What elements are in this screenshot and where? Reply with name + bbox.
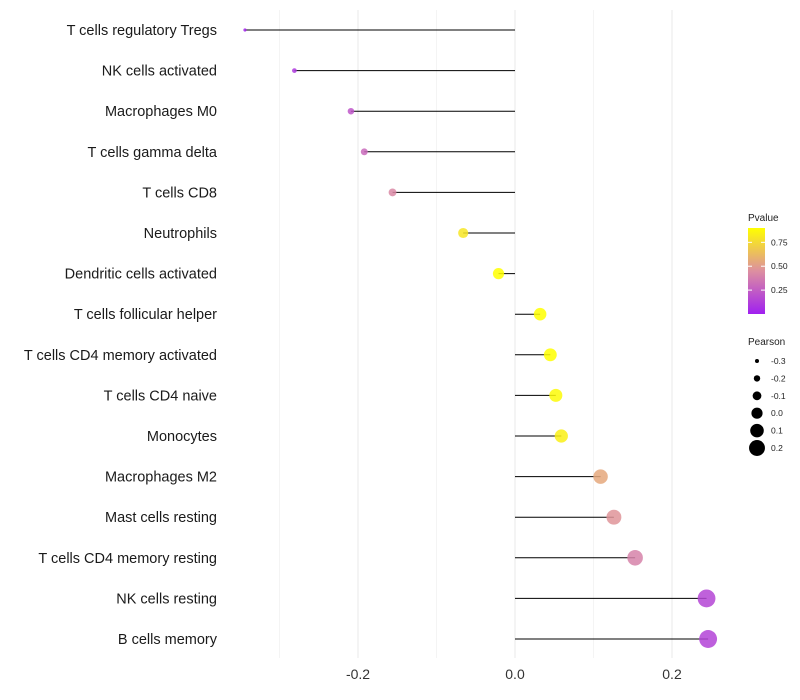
category-label: T cells regulatory Tregs xyxy=(67,23,217,39)
lollipop-point xyxy=(533,307,547,321)
lollipop-point xyxy=(347,107,355,115)
size-legend-key xyxy=(752,391,762,401)
lollipop-point xyxy=(492,267,505,280)
colorbar-tick-label: 0.50 xyxy=(771,261,788,271)
size-legend-label: -0.2 xyxy=(771,373,786,383)
category-label: T cells CD4 memory activated xyxy=(24,348,217,364)
lollipop-point xyxy=(549,388,563,402)
category-label: B cells memory xyxy=(118,632,218,648)
lollipop-point xyxy=(360,148,368,156)
lollipop-point xyxy=(243,28,247,32)
category-label: Mast cells resting xyxy=(105,510,217,526)
category-label: T cells follicular helper xyxy=(74,307,217,323)
category-labels: T cells regulatory Tregs NK cells activat… xyxy=(24,23,218,648)
pvalue-legend-title: Pvalue xyxy=(748,213,779,224)
x-axis-ticks: -0.2 0.0 0.2 xyxy=(346,666,682,682)
category-label: Macrophages M2 xyxy=(105,470,217,486)
lollipop-point xyxy=(554,429,568,443)
lollipop-point xyxy=(699,630,718,648)
lollipop-point xyxy=(292,68,297,73)
size-legend-label: 0.2 xyxy=(771,443,783,453)
category-label: NK cells activated xyxy=(102,64,217,80)
lollipop-points xyxy=(243,28,718,648)
category-label: Neutrophils xyxy=(144,226,217,242)
x-tick-label: -0.2 xyxy=(346,666,370,682)
size-legend-label: 0.1 xyxy=(771,426,783,436)
size-legend-key xyxy=(754,358,760,364)
category-label: T cells CD4 naive xyxy=(104,388,217,404)
category-label: Dendritic cells activated xyxy=(65,267,217,283)
size-legend-key xyxy=(751,407,763,419)
size-legend-key xyxy=(750,423,764,438)
lollipop-segments xyxy=(244,29,709,640)
lollipop-point xyxy=(388,188,397,197)
x-tick-label: 0.0 xyxy=(505,666,525,682)
colorbar-tick-label: 0.75 xyxy=(771,237,788,247)
pvalue-legend: Pvalue 0.25 0.50 0.75 xyxy=(748,213,788,314)
lollipop-point xyxy=(697,589,716,608)
x-tick-label: 0.2 xyxy=(662,666,682,682)
size-legend-label: -0.3 xyxy=(771,356,786,366)
grid-lines xyxy=(279,10,673,658)
lollipop-point xyxy=(543,348,557,362)
pearson-legend: Pearson -0.3 -0.2 -0.1 0.0 0.1 0.2 xyxy=(748,337,786,456)
size-legend-label: -0.1 xyxy=(771,391,786,401)
lollipop-point xyxy=(627,550,643,566)
lollipop-point xyxy=(458,227,469,239)
category-label: T cells gamma delta xyxy=(88,145,218,161)
category-label: Monocytes xyxy=(147,429,217,445)
category-label: T cells CD8 xyxy=(142,185,217,201)
size-legend-key xyxy=(749,440,765,456)
size-legend-label: 0.0 xyxy=(771,408,783,418)
pvalue-colorbar xyxy=(748,228,765,314)
category-label: NK cells resting xyxy=(116,591,217,607)
category-label: Macrophages M0 xyxy=(105,104,217,120)
lollipop-point xyxy=(593,469,608,484)
lollipop-point xyxy=(606,509,622,525)
pearson-legend-title: Pearson xyxy=(748,337,785,348)
category-label: T cells CD4 memory resting xyxy=(38,551,217,567)
size-legend-key xyxy=(753,375,761,382)
colorbar-tick-label: 0.25 xyxy=(771,285,788,295)
